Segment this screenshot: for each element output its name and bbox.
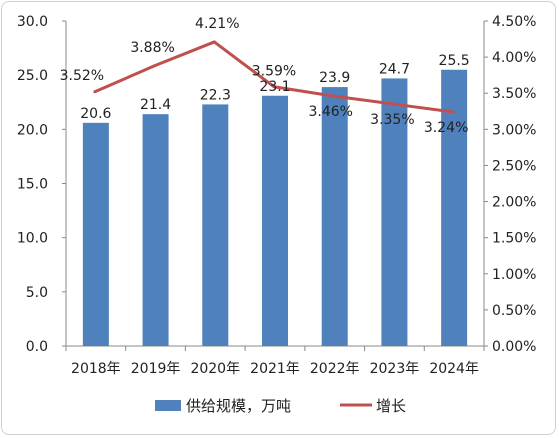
right-tick-label: 4.50% — [492, 14, 536, 30]
legend-bar-swatch — [155, 400, 181, 411]
bar-data-label: 22.3 — [200, 87, 231, 103]
line-data-label: 4.21% — [195, 16, 239, 32]
x-tick-label: 2018年 — [71, 361, 121, 377]
x-tick-label: 2024年 — [429, 361, 479, 377]
right-tick-label: 1.50% — [492, 231, 536, 247]
left-tick-label: 10.0 — [17, 231, 48, 247]
left-tick-label: 15.0 — [17, 177, 48, 193]
x-axis: 2018年 2019年 2020年 2021年 2022年 2023年 2024年 — [65, 345, 485, 377]
right-tick-label: 2.50% — [492, 158, 536, 174]
left-y-axis: 0.0 5.0 10.0 15.0 20.0 25.0 30.0 — [17, 14, 67, 355]
right-tick-label: 3.50% — [492, 86, 536, 102]
right-tick-label: 3.00% — [492, 122, 536, 138]
x-tick-label: 2023年 — [370, 361, 420, 377]
right-y-axis: 0.00% 0.50% 1.00% 1.50% 2.00% 2.50% 3.00% 3.50%… — [483, 14, 536, 355]
left-tick-label: 30.0 — [17, 14, 48, 30]
bar-data-label: 20.6 — [80, 106, 111, 122]
bar-data-label: 23.9 — [319, 70, 350, 86]
line-data-label: 3.24% — [424, 120, 468, 136]
x-tick-label: 2019年 — [131, 361, 181, 377]
bar-data-label: 21.4 — [140, 97, 171, 113]
line-data-label: 3.35% — [370, 112, 414, 128]
left-tick-label: 20.0 — [17, 122, 48, 138]
legend: 供给规模，万吨 增长 — [155, 397, 406, 415]
line-point — [272, 85, 276, 89]
right-tick-label: 0.00% — [492, 339, 536, 355]
bar — [321, 87, 348, 346]
x-tick-label: 2020年 — [190, 361, 240, 377]
bar-data-labels: 20.6 21.4 22.3 23.1 23.9 24.7 25.5 — [80, 53, 469, 122]
bar-data-label: 23.1 — [259, 79, 290, 95]
left-tick-label: 5.0 — [26, 285, 48, 301]
line-point — [212, 40, 216, 44]
bar-series — [82, 69, 468, 347]
line-point — [153, 64, 157, 68]
right-tick-label: 2.00% — [492, 195, 536, 211]
bar — [142, 114, 169, 347]
bar — [202, 104, 229, 347]
line-data-label: 3.52% — [60, 68, 104, 84]
left-tick-label: 25.0 — [17, 68, 48, 84]
bar — [381, 78, 408, 347]
bar — [441, 69, 468, 346]
right-tick-label: 0.50% — [492, 303, 536, 319]
line-data-label: 3.88% — [130, 40, 174, 56]
x-tick-label: 2021年 — [250, 361, 300, 377]
line-data-label: 3.59% — [252, 64, 296, 80]
line-point — [93, 90, 97, 94]
left-tick-label: 0.0 — [26, 339, 48, 355]
bar-data-label: 25.5 — [439, 53, 470, 69]
line-point — [332, 94, 336, 98]
right-tick-label: 1.00% — [492, 267, 536, 283]
x-tick-label: 2022年 — [310, 361, 360, 377]
line-data-label: 3.46% — [308, 104, 352, 120]
bar — [82, 122, 109, 346]
legend-bar-label: 供给规模，万吨 — [186, 397, 291, 415]
bar — [262, 95, 288, 346]
line-series — [93, 40, 455, 114]
line-point — [451, 110, 455, 114]
line-point — [391, 102, 395, 106]
bar-data-label: 24.7 — [379, 61, 410, 77]
legend-line-label: 增长 — [376, 397, 406, 415]
line-data-labels: 3.52% 3.88% 4.21% 3.59% 3.46% 3.35% 3.24% — [60, 16, 469, 136]
right-tick-label: 4.00% — [492, 50, 536, 66]
